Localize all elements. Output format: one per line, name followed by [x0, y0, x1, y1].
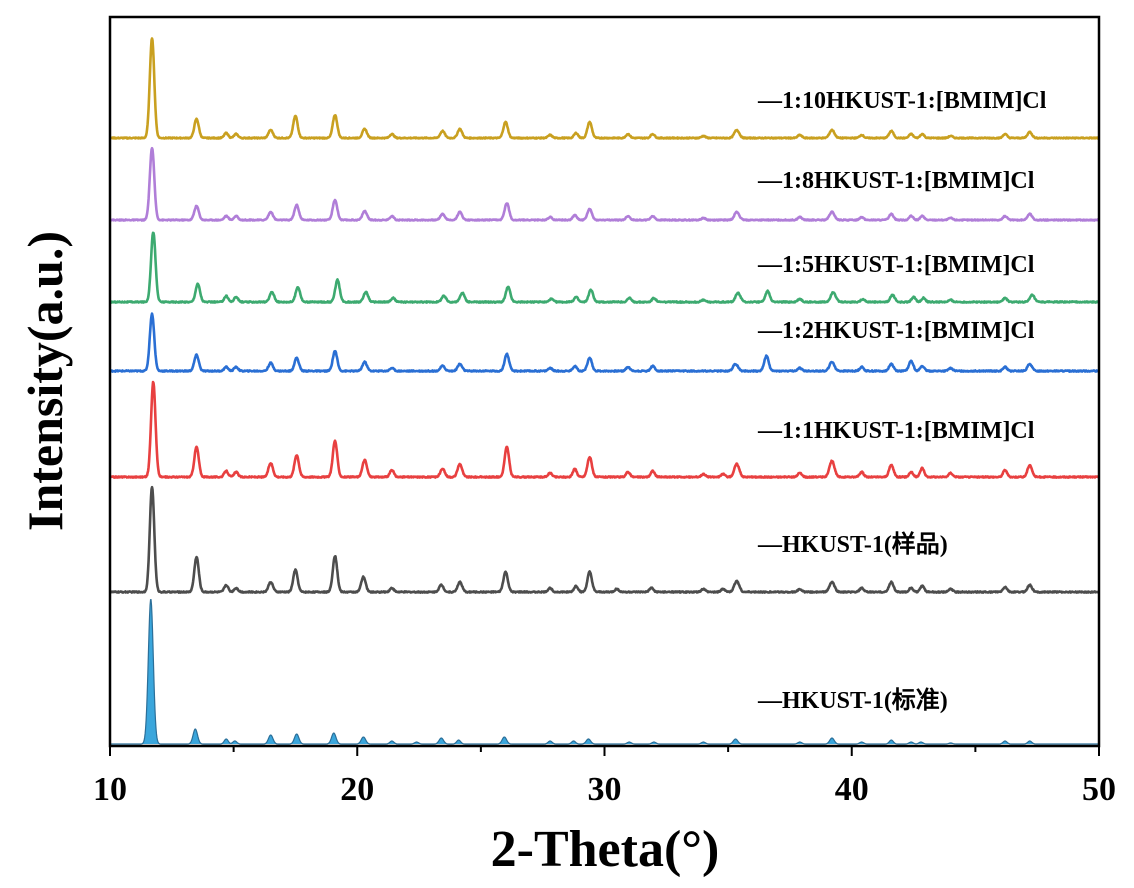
series-line-3 — [109, 312, 1100, 373]
series-label-1: —HKUST-1(样品) — [757, 530, 948, 558]
plot-frame — [108, 15, 1101, 748]
series-traces — [108, 37, 1101, 745]
series-line-0 — [110, 599, 1099, 745]
series-labels: —HKUST-1(标准) —HKUST-1(样品) —1:1HKUST-1:[BMI… — [757, 88, 1047, 714]
x-tick-label-20: 20 — [340, 771, 374, 808]
x-tick-label-10: 10 — [93, 771, 127, 808]
series-label-5: —1:8HKUST-1:[BMIM]Cl — [757, 168, 1035, 194]
series-fill-0 — [110, 599, 1099, 744]
series-label-3: —1:2HKUST-1:[BMIM]Cl — [757, 318, 1035, 344]
x-tick-label-30: 30 — [588, 771, 622, 808]
series-line-1 — [109, 485, 1100, 594]
x-tick-label-40: 40 — [835, 771, 869, 808]
x-axis-tick-labels: 10 20 30 40 50 — [93, 771, 1116, 808]
y-axis-title: Intensity(a.u.) — [17, 231, 73, 531]
series-label-6: —1:10HKUST-1:[BMIM]Cl — [757, 88, 1047, 114]
series-line-6 — [108, 37, 1100, 140]
series-line-5 — [109, 146, 1101, 222]
series-line-2 — [108, 380, 1100, 479]
series-label-2: —1:1HKUST-1:[BMIM]Cl — [757, 418, 1035, 444]
series-label-0: —HKUST-1(标准) — [757, 687, 948, 714]
x-axis-title: 2-Theta(°) — [491, 821, 720, 878]
x-tick-label-50: 50 — [1082, 771, 1116, 808]
series-line-4 — [109, 231, 1100, 304]
x-axis-ticks — [109, 746, 1100, 756]
series-label-4: —1:5HKUST-1:[BMIM]Cl — [757, 252, 1035, 278]
